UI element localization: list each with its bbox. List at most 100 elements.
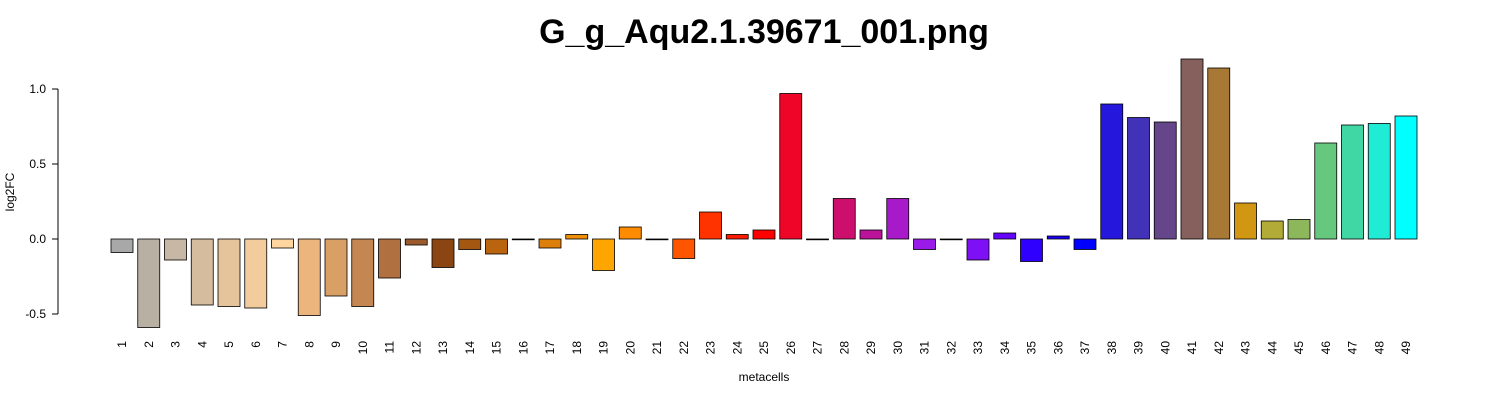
y-axis: -0.5 0.0 0.5 1.0 <box>25 82 59 321</box>
x-tick-label: 39 <box>1132 341 1146 355</box>
x-tick-label: 40 <box>1158 341 1172 355</box>
bar-48 <box>1367 123 1391 240</box>
y-tick-label: 1.0 <box>29 82 46 96</box>
bar-17 <box>538 238 562 249</box>
x-tick-label: 25 <box>757 341 771 355</box>
x-tick-label: 8 <box>302 341 316 348</box>
x-tick-label: 31 <box>918 341 932 355</box>
x-tick-label: 27 <box>811 341 825 355</box>
x-tick-label: 33 <box>971 341 985 355</box>
x-tick-label: 35 <box>1025 341 1039 355</box>
bar-26 <box>779 93 803 240</box>
bar-13 <box>431 238 455 268</box>
x-tick-label: 14 <box>463 341 477 355</box>
bar-4 <box>190 238 214 306</box>
bar-30 <box>886 198 910 240</box>
bar-2 <box>137 238 161 328</box>
bar-5 <box>217 238 241 307</box>
bar-28 <box>832 198 856 240</box>
x-tick-label: 11 <box>383 341 397 354</box>
bar-34 <box>993 232 1017 240</box>
bar-31 <box>913 238 936 250</box>
x-tick-label: 4 <box>195 341 209 348</box>
x-tick-label: 22 <box>677 341 691 355</box>
y-tick-label: 0.0 <box>29 232 46 246</box>
x-tick-label: 20 <box>623 341 637 355</box>
x-tick-label: 10 <box>356 341 370 355</box>
bar-45 <box>1287 219 1311 240</box>
y-axis-label: log2FC <box>3 172 17 211</box>
bar-27 <box>806 238 829 241</box>
bar-43 <box>1234 202 1257 240</box>
bar-35 <box>1020 238 1043 262</box>
bar-18 <box>565 234 589 240</box>
x-tick-label: 46 <box>1319 341 1333 355</box>
x-tick-label: 42 <box>1212 341 1226 355</box>
x-tick-label: 13 <box>436 341 450 355</box>
x-tick-label: 30 <box>891 341 905 355</box>
x-tick-label: 24 <box>730 341 744 355</box>
x-tick-label: 5 <box>222 341 236 348</box>
x-tick-label: 6 <box>249 341 263 348</box>
bar-32 <box>939 238 963 241</box>
x-tick-label: 12 <box>409 341 423 355</box>
bar-46 <box>1314 142 1338 240</box>
bar-41 <box>1180 58 1204 240</box>
x-tick-label: 48 <box>1372 341 1386 355</box>
bar-47 <box>1341 124 1364 240</box>
bar-14 <box>458 238 482 250</box>
bar-16 <box>511 238 535 241</box>
bar-36 <box>1046 235 1070 240</box>
bar-33 <box>966 238 990 261</box>
bar-8 <box>297 238 321 316</box>
x-tick-label: 2 <box>142 341 156 348</box>
y-tick-label: -0.5 <box>25 307 46 321</box>
x-tick-label: 29 <box>864 341 878 355</box>
bar-25 <box>752 229 776 240</box>
y-tick-label: 0.5 <box>29 157 46 171</box>
x-tick-label: 15 <box>490 341 504 355</box>
x-tick-label: 37 <box>1078 341 1092 355</box>
bar-6 <box>244 238 268 309</box>
x-tick-label: 9 <box>329 341 343 348</box>
x-tick-label: 45 <box>1292 341 1306 355</box>
x-tick-label: 18 <box>570 341 584 355</box>
bar-44 <box>1260 220 1284 240</box>
bar-42 <box>1207 67 1231 240</box>
x-tick-label: 7 <box>276 341 290 348</box>
x-tick-label: 16 <box>516 341 530 355</box>
x-tick-label: 3 <box>169 341 183 348</box>
x-tick-label: 32 <box>944 341 958 355</box>
x-tick-label: 36 <box>1051 341 1065 355</box>
x-tick-label: 23 <box>704 341 718 355</box>
bar-12 <box>404 238 428 246</box>
bar-7 <box>271 238 294 249</box>
bar-40 <box>1153 121 1177 240</box>
bar-9 <box>324 238 348 297</box>
bar-10 <box>351 238 375 307</box>
bar-24 <box>725 234 749 240</box>
bar-21 <box>645 238 669 241</box>
bar-20 <box>618 226 642 240</box>
bar-29 <box>859 229 883 240</box>
bar-49 <box>1394 115 1418 240</box>
x-tick-label: 47 <box>1346 341 1360 355</box>
x-tick-label: 19 <box>597 341 611 355</box>
x-axis-label: metacells <box>739 370 790 384</box>
bar-22 <box>672 238 696 259</box>
bar-15 <box>485 238 508 255</box>
bars <box>110 58 1418 328</box>
x-tick-label: 26 <box>784 341 798 355</box>
bar-23 <box>699 211 722 240</box>
bar-39 <box>1127 117 1150 240</box>
x-tick-label: 44 <box>1265 341 1279 355</box>
bar-3 <box>164 238 187 261</box>
x-tick-label: 17 <box>543 341 557 355</box>
x-tick-label: 21 <box>650 341 664 355</box>
bar-19 <box>592 238 615 271</box>
x-tick-label: 28 <box>837 341 851 355</box>
chart-title: G_g_Aqu2.1.39671_001.png <box>539 13 989 51</box>
bar-1 <box>110 238 134 253</box>
x-tick-label: 41 <box>1185 341 1199 355</box>
